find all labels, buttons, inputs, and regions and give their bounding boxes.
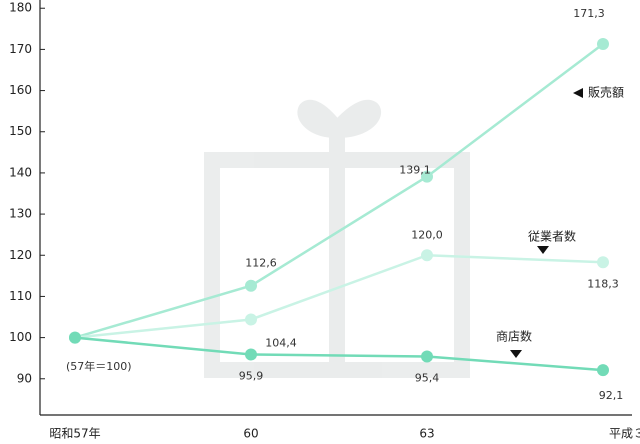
y-tick-label: 130 (9, 207, 32, 221)
data-point (69, 331, 81, 344)
y-tick-label: 150 (9, 124, 32, 138)
legend-arrow (510, 350, 522, 358)
series-line (74, 43, 604, 339)
legend-arrow (573, 88, 583, 98)
y-tick-label: 120 (9, 248, 32, 262)
series-line (74, 336, 604, 372)
y-tick-label: 180 (9, 1, 32, 15)
data-point (421, 249, 433, 262)
value-label: 118,3 (587, 277, 619, 290)
value-label: 112,6 (245, 257, 277, 270)
data-point (421, 170, 433, 183)
data-point (245, 348, 257, 361)
value-label: 120,0 (411, 228, 443, 241)
y-tick-label: 140 (9, 165, 32, 179)
data-point (245, 279, 257, 292)
value-label: 95,4 (415, 372, 440, 385)
series-line (74, 253, 604, 339)
data-point (245, 313, 257, 326)
value-label: 139,1 (399, 164, 431, 177)
value-label: 92,1 (599, 389, 624, 402)
legend-arrow (537, 246, 549, 254)
x-tick-label: 63 (419, 427, 434, 441)
value-label: 171,3 (573, 7, 605, 20)
x-tick-label: 平成３年 (609, 427, 640, 441)
legend-label: 販売額 (588, 85, 624, 100)
y-tick-label: 170 (9, 42, 32, 56)
legend-label: 従業者数 (528, 229, 576, 244)
background-gift (204, 99, 470, 378)
x-tick-label: 60 (243, 427, 258, 441)
y-tick-label: 90 (17, 371, 32, 385)
value-label: 104,4 (265, 336, 297, 349)
y-tick-label: 160 (9, 83, 32, 97)
data-point (597, 38, 609, 51)
y-tick-label: 100 (9, 330, 32, 344)
x-tick-label: 昭和57年 (49, 427, 100, 441)
data-point (597, 256, 609, 269)
y-tick-label: 110 (9, 289, 32, 303)
legend-label: 商店数 (496, 329, 532, 344)
annotation: (57年＝100) (66, 359, 132, 373)
data-point (421, 350, 433, 363)
value-label: 95,9 (239, 369, 264, 382)
data-point (597, 364, 609, 377)
